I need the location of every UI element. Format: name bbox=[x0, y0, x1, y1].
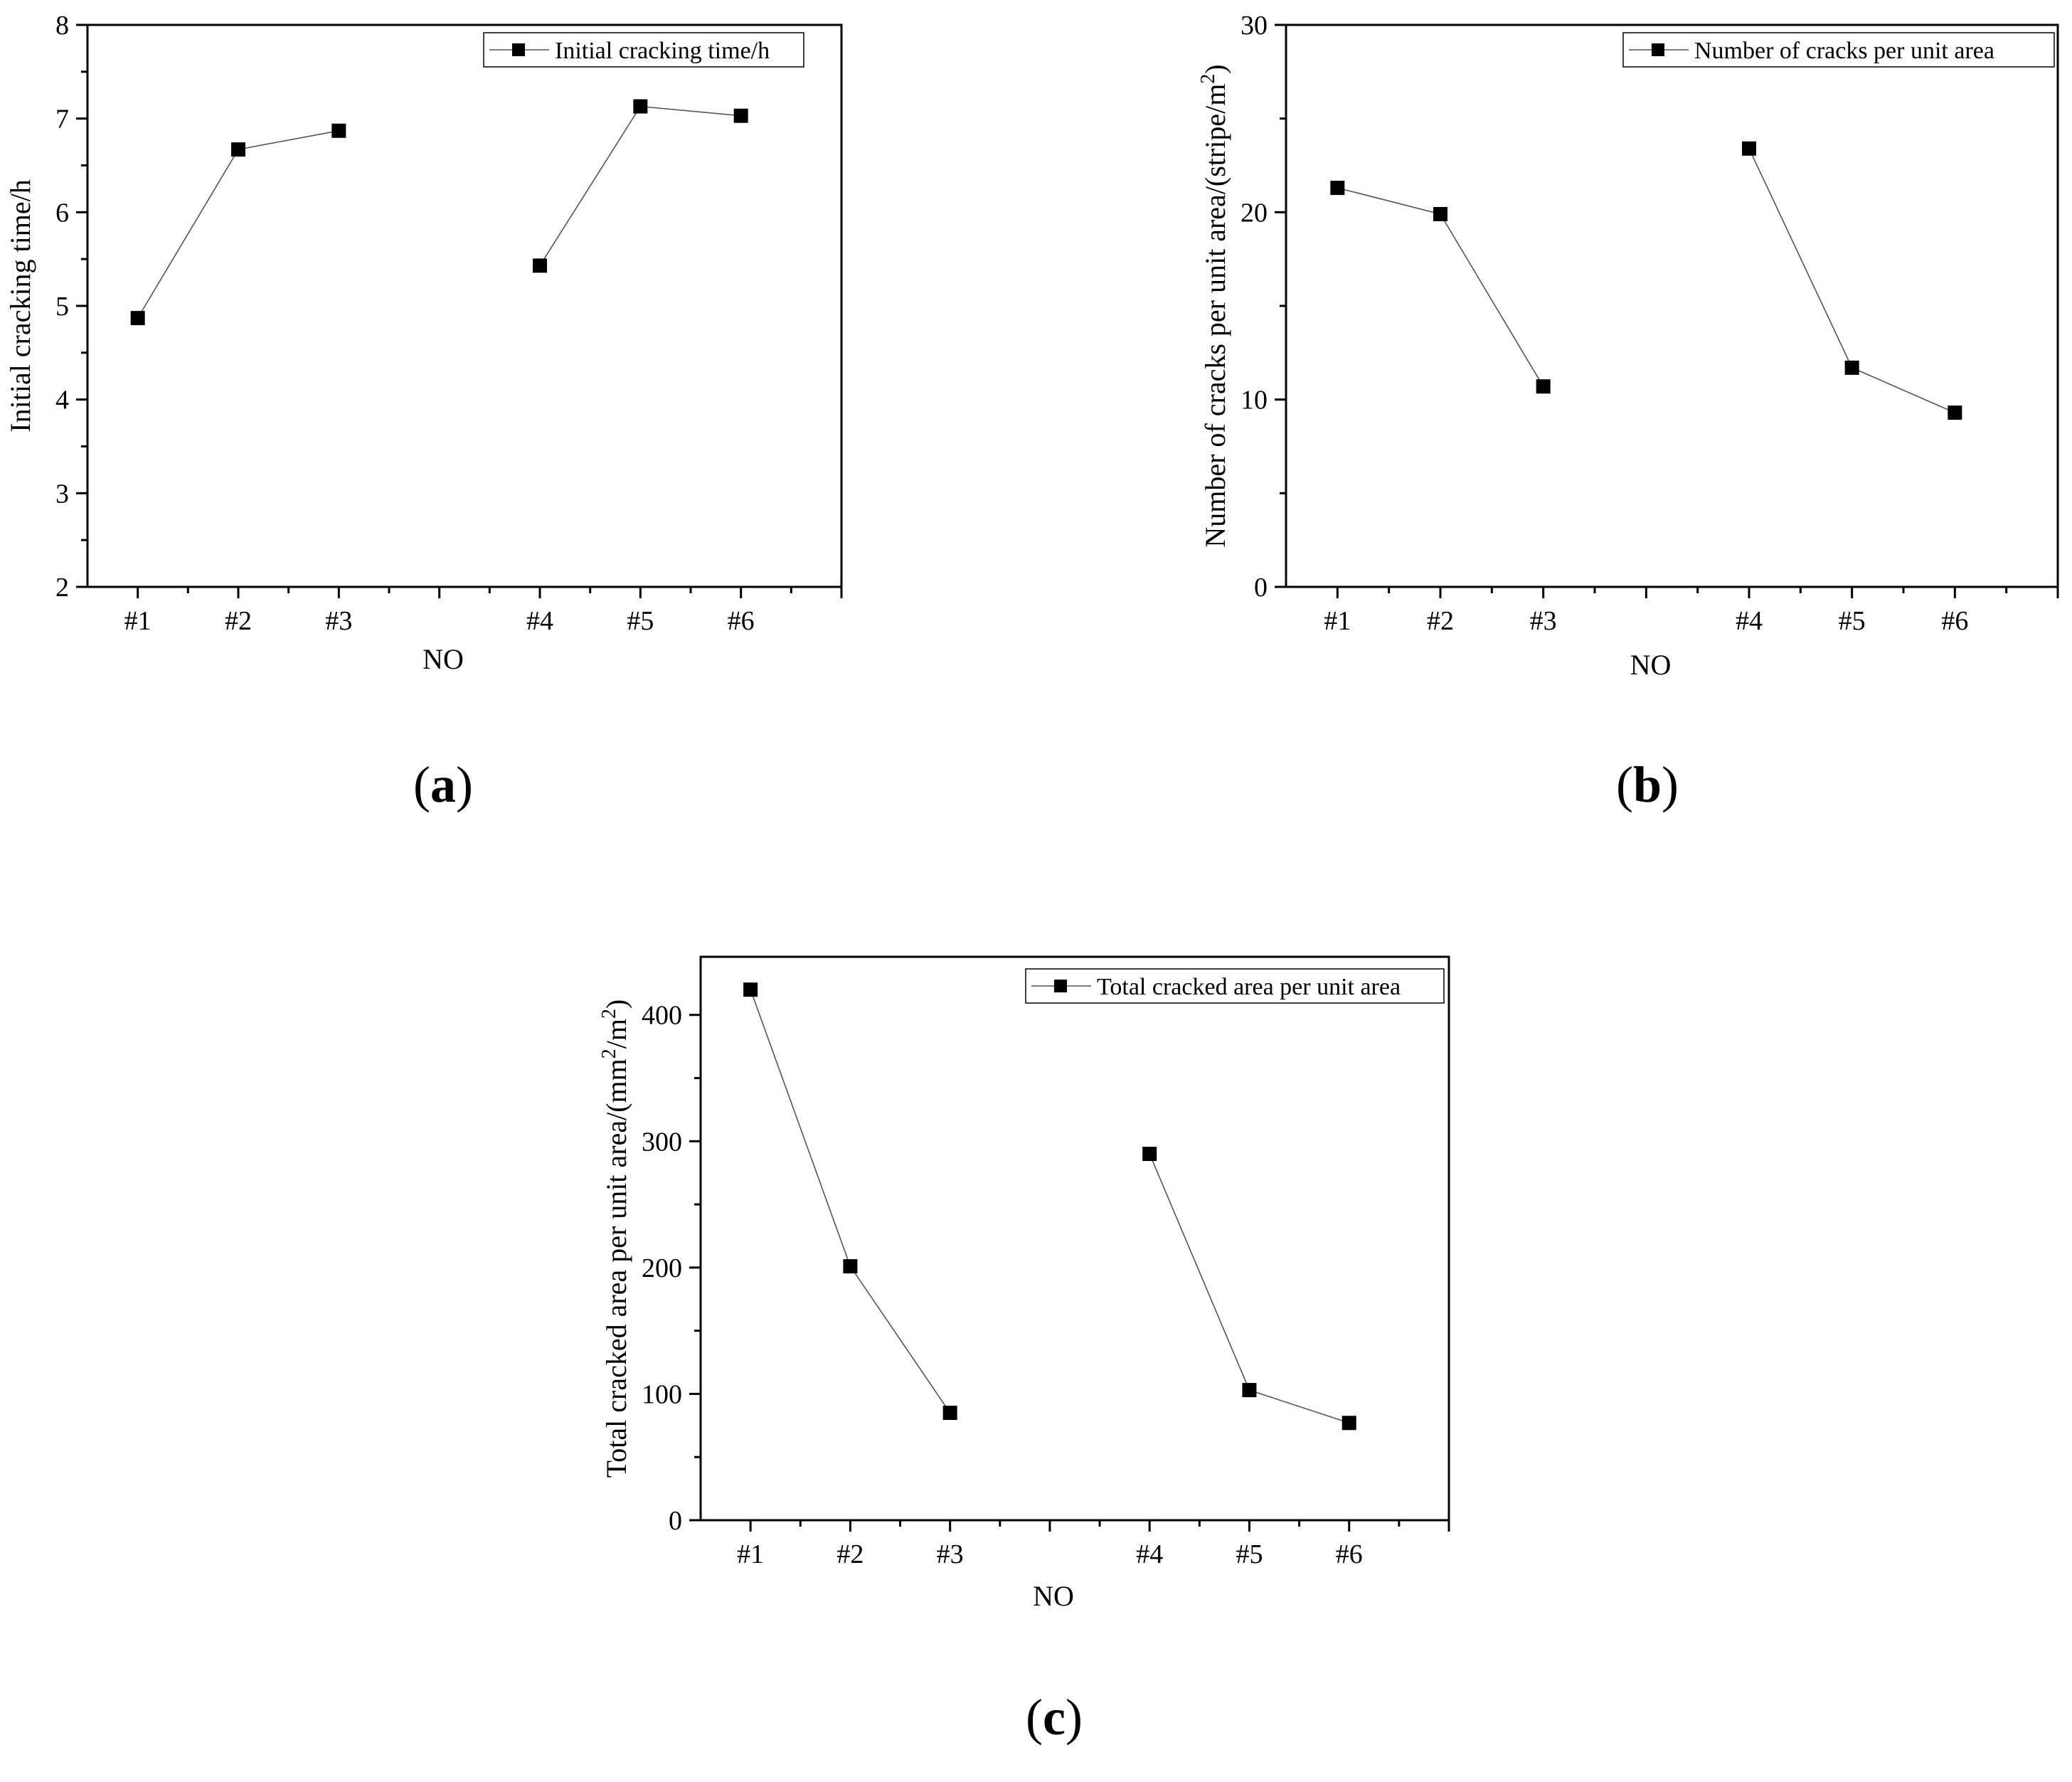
series-line bbox=[137, 129, 339, 319]
x-tick-label: #5 bbox=[627, 606, 654, 636]
plot-frame bbox=[699, 955, 1450, 1522]
data-point bbox=[942, 1406, 957, 1421]
y-axis-title-superscript: 2 bbox=[1197, 74, 1219, 84]
x-tick-label: #2 bbox=[1427, 606, 1454, 636]
x-tick-label: #2 bbox=[836, 1539, 864, 1569]
panel-label-paren: ) bbox=[1662, 756, 1679, 813]
x-tick-label: #3 bbox=[325, 606, 352, 636]
legend-box bbox=[1025, 968, 1445, 1004]
data-point bbox=[633, 99, 648, 114]
data-point bbox=[533, 258, 547, 273]
data-point bbox=[1242, 1383, 1257, 1398]
x-tick-label: #6 bbox=[728, 606, 755, 636]
panel-label-letter: a bbox=[430, 756, 456, 813]
panel-label: (b) bbox=[1616, 756, 1679, 813]
data-point bbox=[743, 982, 758, 997]
data-point bbox=[733, 108, 748, 123]
data-point bbox=[331, 123, 346, 138]
panel-label-letter: c bbox=[1043, 1689, 1066, 1746]
y-tick-label: 100 bbox=[642, 1379, 682, 1409]
data-point bbox=[1844, 360, 1859, 375]
data-point bbox=[1142, 1147, 1157, 1162]
y-axis-title-superscript-2: 2 bbox=[598, 1009, 620, 1019]
x-tick-label: #1 bbox=[737, 1539, 764, 1569]
x-tick-label: #4 bbox=[1736, 606, 1763, 636]
x-tick-label: #2 bbox=[225, 606, 252, 636]
panel-label-paren: ) bbox=[1066, 1689, 1083, 1746]
y-axis-title-superscript: 2 bbox=[598, 1049, 620, 1059]
y-axis-title: Number of cracks per unit area/(stripe/m… bbox=[1197, 64, 1232, 547]
y-axis-title-text: Total cracked area per unit area/(mm bbox=[600, 1059, 632, 1478]
chart-panel-2: 0 10 20 30 #1 #2 #3 #4 #5 #6 NO Number of cracks pe… bbox=[1197, 11, 2059, 813]
y-axis-title-text: Initial cracking time/h bbox=[4, 179, 36, 432]
x-tick-label: #1 bbox=[1324, 606, 1351, 636]
x-tick-label: #4 bbox=[526, 606, 553, 636]
panel-label-letter: b bbox=[1633, 756, 1662, 813]
y-tick-label: 8 bbox=[55, 11, 69, 41]
y-tick-label: 400 bbox=[642, 1001, 682, 1031]
y-axis-title: Initial cracking time/h bbox=[4, 179, 36, 432]
y-tick-label: 7 bbox=[55, 105, 69, 134]
y-axis-title-text: Number of cracks per unit area/(stripe/m bbox=[1199, 84, 1231, 548]
y-tick-label: 2 bbox=[55, 573, 69, 603]
x-tick-label: #5 bbox=[1236, 1539, 1263, 1569]
data-point bbox=[1742, 141, 1756, 156]
panel-label-paren: ) bbox=[456, 756, 473, 813]
legend-marker bbox=[1652, 43, 1664, 56]
panel-label-paren: ( bbox=[1026, 1689, 1043, 1746]
y-tick-label: 3 bbox=[55, 479, 69, 509]
data-point bbox=[843, 1259, 858, 1274]
data-point bbox=[1342, 1416, 1356, 1431]
legend-marker bbox=[512, 43, 525, 56]
x-tick-label: #1 bbox=[124, 606, 152, 636]
data-point bbox=[1948, 405, 1962, 420]
chart-panel-3: 0 100 200 300 400 #1 #2 #3 #4 #5 #6 NO Total cracked… bbox=[598, 955, 1450, 1746]
x-tick-label: #6 bbox=[1941, 606, 1968, 636]
x-tick-label: #3 bbox=[1530, 606, 1557, 636]
series-line bbox=[539, 105, 741, 266]
x-axis-title: NO bbox=[1630, 649, 1672, 681]
legend-label: Initial cracking time/h bbox=[555, 38, 770, 64]
legend-label: Number of cracks per unit area bbox=[1694, 38, 1994, 64]
y-tick-label: 0 bbox=[1254, 573, 1268, 603]
y-axis-title-tail: ) bbox=[1199, 64, 1231, 73]
y-tick-label: 4 bbox=[55, 386, 69, 415]
legend-marker bbox=[1054, 980, 1067, 992]
plot-frame bbox=[86, 23, 843, 588]
y-axis-title-tail: ) bbox=[600, 999, 632, 1009]
data-point bbox=[130, 311, 145, 326]
x-tick-label: #5 bbox=[1839, 606, 1866, 636]
series-line bbox=[1149, 1153, 1349, 1424]
y-tick-label: 20 bbox=[1240, 198, 1268, 228]
data-point bbox=[1330, 181, 1345, 196]
data-point bbox=[1536, 379, 1551, 394]
legend-label: Total cracked area per unit area bbox=[1097, 974, 1401, 1000]
y-tick-label: 6 bbox=[55, 198, 69, 228]
plot-frame bbox=[1285, 23, 2059, 588]
x-axis-title: NO bbox=[423, 643, 464, 675]
panel-label-paren: ( bbox=[413, 756, 430, 813]
y-tick-label: 0 bbox=[669, 1506, 682, 1536]
legend-box bbox=[1622, 32, 2055, 68]
x-tick-label: #6 bbox=[1336, 1539, 1363, 1569]
panel-label: (c) bbox=[1026, 1689, 1083, 1746]
panel-label: (a) bbox=[413, 756, 473, 813]
y-tick-label: 30 bbox=[1240, 11, 1268, 41]
panel-label-paren: ( bbox=[1616, 756, 1633, 813]
data-point bbox=[231, 142, 245, 157]
x-tick-label: #4 bbox=[1136, 1539, 1163, 1569]
y-axis-title-text-mid: /m bbox=[600, 1019, 632, 1049]
y-tick-label: 10 bbox=[1240, 386, 1268, 415]
y-tick-label: 200 bbox=[642, 1253, 682, 1283]
x-tick-label: #3 bbox=[937, 1539, 964, 1569]
data-point bbox=[1433, 206, 1447, 221]
series-line bbox=[750, 989, 951, 1414]
y-tick-label: 300 bbox=[642, 1127, 682, 1157]
chart-panel-1: 2 3 4 5 6 7 8 #1 #2 #3 #4 #5 #6 NO Initial cracking ti… bbox=[4, 11, 843, 813]
y-axis-title: Total cracked area per unit area/(mm2/m2… bbox=[598, 999, 633, 1478]
y-tick-label: 5 bbox=[55, 292, 69, 322]
x-axis-title: NO bbox=[1033, 1580, 1074, 1612]
